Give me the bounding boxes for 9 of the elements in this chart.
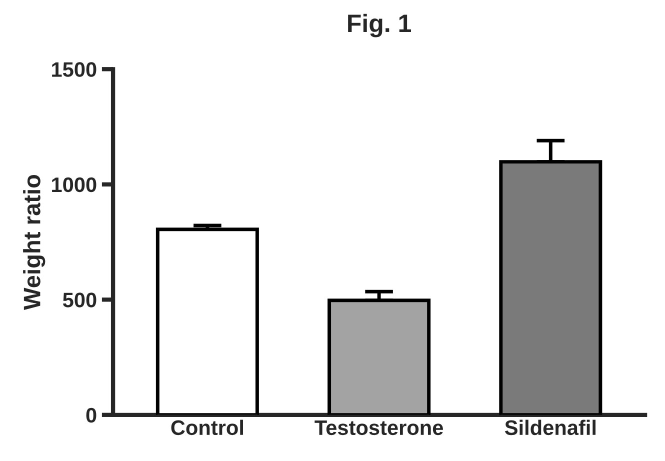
y-axis-title: Weight ratio [23, 174, 46, 310]
x-tick-label: Control [171, 420, 243, 436]
x-tick-label: Testosterone [314, 420, 443, 436]
y-tick-label: 1000 [52, 177, 96, 192]
x-tick-label: Sildenafil [504, 420, 596, 436]
y-tick-label: 500 [62, 292, 96, 308]
y-tick-label: 1500 [52, 62, 96, 77]
chart-title: Fig. 1 [348, 14, 411, 38]
y-tick-label: 0 [86, 408, 96, 423]
